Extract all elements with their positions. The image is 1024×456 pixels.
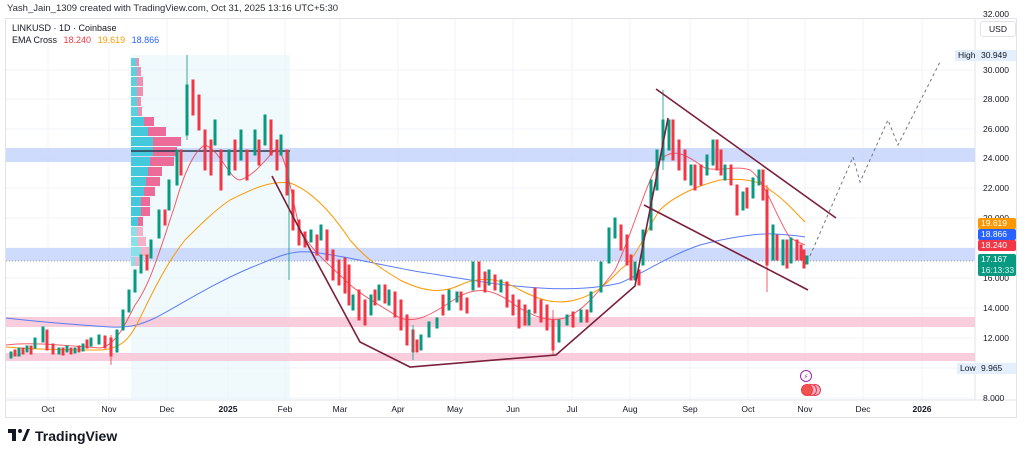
bar-countdown: 16:13:33 — [981, 265, 1015, 275]
svg-text:2025: 2025 — [219, 404, 238, 414]
svg-text:22.000: 22.000 — [983, 183, 1009, 193]
support-zone-upper — [6, 317, 975, 327]
ema-fast-value: 18.240 — [63, 35, 92, 45]
tradingview-brand-name: TradingView — [35, 428, 118, 444]
svg-text:28.000: 28.000 — [983, 94, 1009, 104]
svg-text:16.000: 16.000 — [983, 273, 1009, 283]
svg-text:14.000: 14.000 — [983, 303, 1009, 313]
svg-text:26.000: 26.000 — [983, 124, 1009, 134]
high-label: High — [955, 50, 979, 61]
svg-text:32.000: 32.000 — [983, 9, 1009, 19]
support-zone-lower — [6, 353, 975, 361]
currency-button[interactable]: USD — [980, 21, 1016, 37]
lightning-event-icon[interactable] — [800, 370, 812, 382]
svg-text:Oct: Oct — [41, 404, 55, 414]
tradingview-logo[interactable]: TradingView — [8, 428, 117, 444]
svg-text:Oct: Oct — [741, 404, 755, 414]
trendlines — [271, 88, 837, 368]
last-price-tag: 17.167 16:13:33 — [978, 254, 1016, 276]
symbol-line[interactable]: LINKUSD · 1D · Coinbase — [12, 23, 117, 33]
ema-fast-tag: 18.240 — [978, 240, 1016, 251]
svg-text:30.000: 30.000 — [983, 65, 1009, 75]
cup-trendline — [271, 117, 669, 368]
chart-frame[interactable] — [5, 18, 1017, 418]
last-price-value: 17.167 — [981, 254, 1007, 264]
svg-text:2026: 2026 — [913, 404, 932, 414]
svg-text:8.000: 8.000 — [983, 393, 1005, 403]
ema-mid-line — [5, 178, 806, 351]
svg-text:May: May — [447, 404, 464, 414]
svg-text:Feb: Feb — [278, 404, 293, 414]
svg-text:Jun: Jun — [506, 404, 520, 414]
time-axis[interactable]: Oct Nov Dec 2025 Feb Mar Apr May Jun Jul… — [41, 404, 931, 414]
us-flag-event-icon[interactable] — [801, 384, 813, 396]
ema-mid-value: 19.619 — [97, 35, 126, 45]
wedge-lower-line — [643, 204, 809, 291]
svg-text:Dec: Dec — [159, 404, 175, 414]
svg-text:Dec: Dec — [855, 404, 871, 414]
svg-text:Aug: Aug — [622, 404, 637, 414]
indicator-name: EMA Cross — [12, 35, 58, 45]
ema-fast-line — [5, 144, 806, 349]
ema-slow-tag: 18.866 — [978, 229, 1016, 240]
high-value: 30.949 — [978, 50, 1016, 61]
ema-slow-line — [5, 233, 806, 328]
svg-text:12.000: 12.000 — [983, 333, 1009, 343]
wedge-upper-line — [655, 88, 837, 219]
ema-slow-value: 18.866 — [131, 35, 160, 45]
chart-legend: LINKUSD · 1D · Coinbase EMA Cross 18.240… — [12, 22, 163, 46]
svg-text:Nov: Nov — [797, 404, 813, 414]
svg-text:⚡: ⚡ — [804, 373, 809, 381]
low-value: 9.965 — [978, 363, 1016, 374]
volume-profile-range — [131, 55, 290, 400]
svg-text:Apr: Apr — [391, 404, 404, 414]
tradingview-logo-icon — [8, 428, 30, 444]
svg-text:Sep: Sep — [682, 404, 697, 414]
ema-mid-tag: 19.619 — [978, 218, 1016, 229]
chart-credit: Yash_Jain_1309 created with TradingView.… — [7, 3, 339, 14]
indicator-line[interactable]: EMA Cross 18.240 19.619 18.866 — [12, 34, 163, 46]
svg-text:24.000: 24.000 — [983, 153, 1009, 163]
svg-text:Nov: Nov — [101, 404, 117, 414]
low-label: Low — [957, 363, 979, 374]
svg-text:Mar: Mar — [333, 404, 348, 414]
price-axis[interactable]: 32.000 30.000 28.000 26.000 24.000 22.00… — [983, 9, 1009, 403]
svg-text:Jul: Jul — [567, 404, 578, 414]
